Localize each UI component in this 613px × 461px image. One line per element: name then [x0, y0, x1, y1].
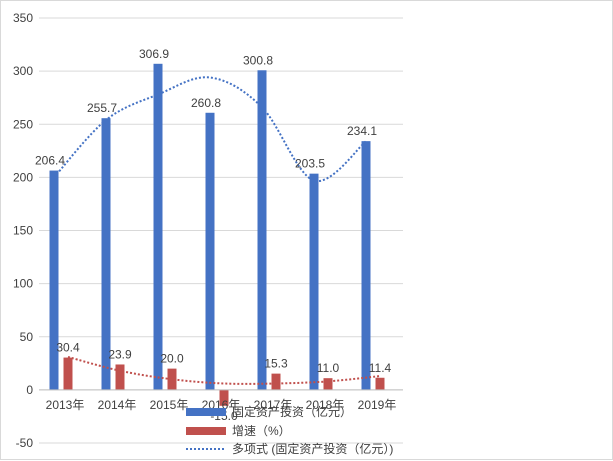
bar-investment	[309, 173, 319, 390]
y-tick-label: -50	[16, 436, 34, 450]
x-tick-label: 2018年	[306, 398, 345, 412]
data-label-growth: 23.9	[108, 347, 132, 361]
data-label-investment: 255.7	[87, 101, 117, 115]
bar-growth	[323, 378, 333, 390]
legend-swatch	[186, 408, 226, 416]
data-label-investment: 203.5	[295, 157, 325, 171]
gridlines	[39, 17, 403, 444]
legend-label: 增速（%）	[232, 424, 291, 438]
data-label-investment: 206.4	[35, 154, 65, 168]
trendlines	[53, 76, 381, 385]
bars	[49, 63, 385, 406]
trendline-growth	[67, 355, 381, 385]
data-label-growth: 20.0	[160, 352, 184, 366]
y-tick-label: 100	[13, 277, 33, 291]
bar-growth	[115, 364, 125, 390]
y-tick-label: 0	[26, 383, 33, 397]
legend-label: 多项式 (固定资产投资（亿元）)	[232, 441, 393, 456]
y-tick-label: 150	[13, 224, 33, 238]
x-axis: 2013年 2014年 2015年 2016年 2017年 2018年 2019年	[39, 389, 403, 412]
y-tick-label: 200	[13, 170, 33, 184]
bar-investment	[153, 63, 163, 390]
bar-investment	[361, 141, 371, 390]
bar-growth	[375, 377, 385, 390]
data-label-growth: 15.3	[264, 357, 288, 371]
bar-investment	[257, 70, 267, 390]
x-tick-label: 2015年	[150, 398, 189, 412]
data-label-investment: 300.8	[243, 53, 273, 67]
x-tick-label: 2013年	[46, 398, 85, 412]
x-tick-label: 2014年	[98, 398, 137, 412]
y-tick-label: 350	[13, 11, 33, 25]
x-tick-label: 2019年	[358, 398, 397, 412]
bar-investment	[205, 112, 215, 390]
data-label-investment: 260.8	[191, 96, 221, 110]
data-label-investment: 306.9	[139, 47, 169, 61]
data-label-growth: 30.4	[56, 341, 80, 355]
bar-investment	[101, 118, 111, 390]
x-tick-label: 2017年	[254, 398, 293, 412]
data-label-growth: 11.0	[317, 361, 340, 375]
data-labels: 206.4 255.7 306.9 260.8 300.8 203.5 234.1 30.4 2…	[35, 47, 392, 423]
data-label-investment: 234.1	[347, 124, 377, 138]
bar-growth	[219, 389, 229, 406]
bar-growth	[167, 368, 177, 390]
bar-growth	[271, 373, 281, 390]
y-tick-label: 50	[20, 330, 34, 344]
bar-investment	[49, 170, 59, 390]
y-tick-label: 300	[13, 64, 33, 78]
bar-growth	[63, 357, 73, 390]
y-axis: -50 0 50 100 150 200 250 300 350	[13, 11, 33, 450]
trendline-investment	[53, 76, 367, 182]
legend: 固定资产投资（亿元） 增速（%） 多项式 (固定资产投资（亿元）)	[186, 404, 393, 456]
legend-swatch	[186, 427, 226, 435]
y-tick-label: 250	[13, 117, 33, 131]
legend-label: 固定资产投资（亿元）	[232, 404, 352, 419]
data-label-growth: 11.4	[369, 361, 392, 375]
